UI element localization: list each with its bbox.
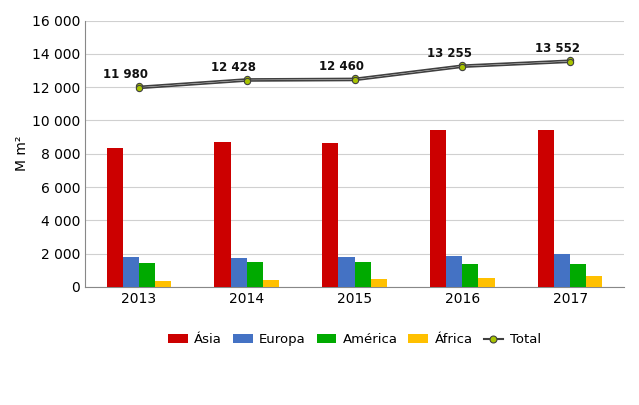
Text: 13 552: 13 552 [535, 42, 580, 55]
Bar [430, 130, 446, 287]
Y-axis label: M m²: M m² [15, 136, 29, 171]
Bar [139, 263, 155, 287]
Bar [538, 130, 554, 287]
Bar [371, 279, 387, 287]
Text: 11 980: 11 980 [104, 68, 148, 81]
Text: 13 255: 13 255 [427, 47, 472, 60]
Bar [322, 143, 338, 287]
Bar [462, 264, 479, 287]
Text: 12 428: 12 428 [212, 61, 256, 74]
Bar [247, 262, 263, 287]
Bar [554, 254, 570, 287]
Bar [155, 281, 171, 287]
Bar [338, 258, 355, 287]
Bar [214, 142, 231, 287]
Bar [231, 258, 247, 287]
Bar [123, 257, 139, 287]
Bar [263, 280, 279, 287]
Bar [586, 276, 603, 287]
Bar [570, 264, 586, 287]
Text: 12 460: 12 460 [319, 60, 364, 73]
Bar [355, 262, 371, 287]
Bar [479, 278, 495, 287]
Legend: Ásia, Europa, América, África, Total: Ásia, Europa, América, África, Total [163, 328, 546, 352]
Bar [107, 148, 123, 287]
Bar [446, 256, 462, 287]
